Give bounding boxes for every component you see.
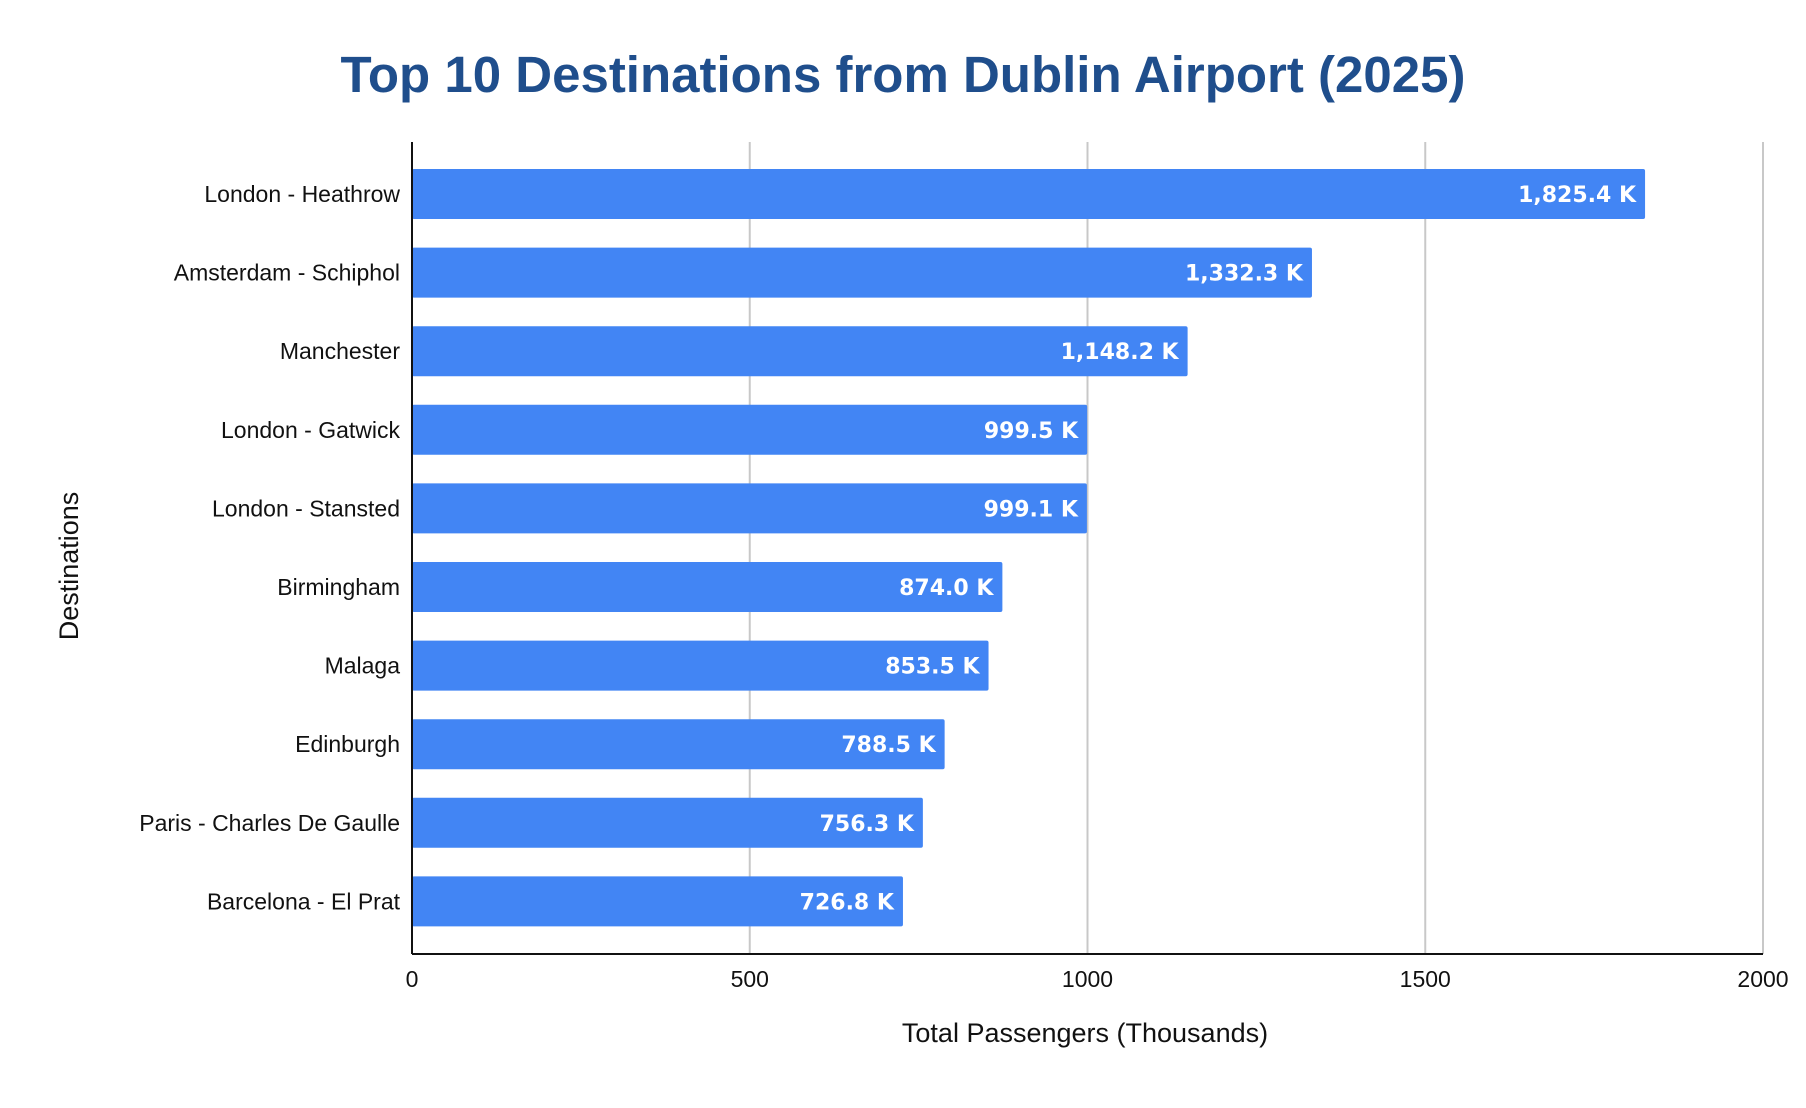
category-label-london-gatwick: London - Gatwick — [221, 417, 400, 443]
x-tick-label-500: 500 — [731, 966, 769, 992]
category-label-malaga: Malaga — [325, 653, 401, 679]
bar-value-label-amsterdam-schiphol: 1,332.3 K — [1185, 262, 1304, 287]
bar-manchester — [412, 326, 1188, 377]
bar-value-label-london-stansted: 999.1 K — [984, 497, 1079, 522]
bar-value-label-birmingham: 874.0 K — [899, 576, 994, 601]
bar-barcelona-el-prat — [412, 876, 903, 927]
category-label-barcelona-el-prat: Barcelona - El Prat — [207, 888, 401, 914]
category-label-manchester: Manchester — [280, 338, 401, 364]
bar-data-labels: 1,825.4 K 1,332.3 K 1,148.2 K 999.5 K 999.1 … — [800, 183, 1637, 915]
bar-value-label-barcelona-el-prat: 726.8 K — [800, 890, 895, 915]
bar-edinburgh — [412, 719, 945, 770]
bar-value-label-london-gatwick: 999.5 K — [984, 419, 1079, 444]
y-axis-title: Destinations — [54, 492, 84, 641]
x-tick-label-0: 0 — [406, 966, 419, 992]
chart-title: Top 10 Destinations from Dublin Airport … — [341, 46, 1466, 103]
bar-london-heathrow — [412, 169, 1646, 219]
bar-london-gatwick — [412, 404, 1088, 455]
bar-amsterdam-schiphol — [412, 247, 1312, 298]
bar-birmingham — [412, 562, 1003, 612]
category-label-london-heathrow: London - Heathrow — [204, 181, 400, 207]
category-label-amsterdam-schiphol: Amsterdam - Schiphol — [174, 260, 400, 286]
bar-value-label-london-heathrow: 1,825.4 K — [1518, 183, 1637, 208]
x-axis-title: Total Passengers (Thousands) — [902, 1018, 1268, 1048]
category-label-paris-charles-de-gaulle: Paris - Charles De Gaulle — [139, 810, 400, 836]
axes — [411, 142, 1763, 955]
bar-value-label-edinburgh: 788.5 K — [841, 733, 936, 758]
x-tick-label-1500: 1500 — [1400, 966, 1451, 992]
category-label-edinburgh: Edinburgh — [295, 731, 400, 757]
y-axis-category-labels: London - Heathrow Amsterdam - Schiphol Man… — [139, 181, 400, 914]
category-label-birmingham: Birmingham — [277, 574, 400, 600]
x-tick-label-1000: 1000 — [1062, 966, 1113, 992]
bar-value-label-paris-charles-de-gaulle: 756.3 K — [820, 812, 915, 837]
bar-value-label-manchester: 1,148.2 K — [1061, 340, 1180, 365]
bar-value-label-malaga: 853.5 K — [885, 655, 980, 680]
x-tick-label-2000: 2000 — [1737, 966, 1788, 992]
bar-london-stansted — [412, 483, 1087, 534]
category-label-london-stansted: London - Stansted — [212, 495, 400, 521]
bars — [412, 169, 1646, 927]
bar-paris-charles-de-gaulle — [412, 797, 923, 848]
x-axis-tick-labels: 0 500 1000 1500 2000 — [406, 966, 1789, 992]
bar-malaga — [412, 640, 989, 691]
